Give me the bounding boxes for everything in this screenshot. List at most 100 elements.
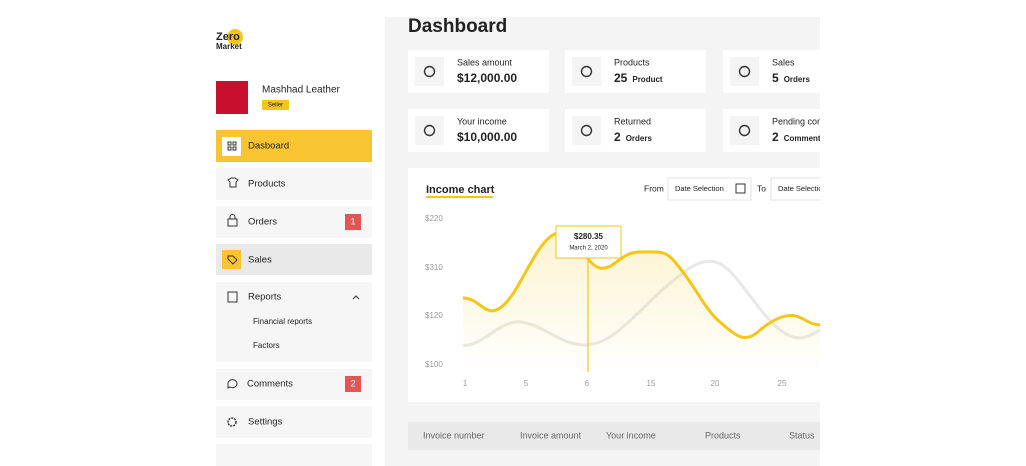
- card-value: 5: [772, 71, 779, 85]
- icon: [232, 141, 237, 146]
- card-icon: [423, 65, 436, 78]
- card-unit: Product: [632, 75, 663, 84]
- menu-label[interactable]: Reports: [248, 292, 282, 303]
- badge-count: 2: [350, 378, 355, 388]
- menu-label: Orders: [248, 217, 277, 228]
- date-input[interactable]: [667, 177, 752, 201]
- card-label: Your income: [457, 116, 507, 126]
- menu-label: Settings: [248, 417, 283, 428]
- menu-label: Dasboard: [248, 141, 289, 152]
- role-badge: [262, 100, 289, 110]
- card-icon-bg: [415, 57, 444, 86]
- icon: [232, 146, 237, 151]
- x-axis-label: 6: [585, 379, 590, 388]
- role: Seller: [268, 103, 283, 109]
- menu-item[interactable]: [216, 444, 372, 466]
- menu-item[interactable]: [216, 406, 372, 438]
- icon: [229, 214, 236, 219]
- card-value: 2: [772, 130, 779, 144]
- profile-name: Mashhad Leather: [262, 85, 341, 96]
- underline: [426, 196, 493, 198]
- date-placeholder: Date Selection: [675, 184, 724, 193]
- menu-group: [216, 282, 372, 362]
- card-icon-bg: [730, 57, 759, 86]
- icon: [227, 177, 239, 188]
- tooltip-value: $280.35: [574, 232, 603, 241]
- card-icon: [423, 124, 436, 137]
- card-icon-bg: [730, 116, 759, 145]
- card-icon: [738, 65, 751, 78]
- series-area: [463, 232, 820, 372]
- table-columns: Invoice number Invoice amount Your income P…: [423, 430, 815, 440]
- chevron[interactable]: [352, 295, 360, 300]
- column-header: Products: [705, 430, 741, 440]
- sidebar: Zero Market Mashhad Leather Seller Dasbo…: [216, 29, 372, 466]
- main: Dashboard Sales amount $12,000.00 Products…: [385, 16, 854, 466]
- y-axis-label: $310: [425, 263, 443, 272]
- card-unit: Comment: [784, 134, 821, 143]
- card-label: Sales: [772, 57, 795, 67]
- card-label: Products: [614, 57, 650, 67]
- page-title: Dashboard: [408, 16, 507, 37]
- column-header: Status: [789, 430, 815, 440]
- menu-item[interactable]: [216, 244, 372, 275]
- menu-item[interactable]: [216, 168, 372, 200]
- tooltip: [555, 225, 622, 259]
- submenu-label[interactable]: Factors: [253, 341, 280, 350]
- y-axis-label: $120: [425, 311, 443, 320]
- column-header: Invoice amount: [520, 430, 582, 440]
- badge: [345, 376, 361, 392]
- card-unit: Orders: [784, 75, 811, 84]
- x-axis-label: 20: [711, 379, 720, 388]
- card-value: $10,000.00: [457, 130, 517, 144]
- card-icon: [580, 65, 593, 78]
- menu-item[interactable]: [216, 130, 372, 162]
- card-label: Pending com: [772, 116, 825, 126]
- submenu-label[interactable]: Financial reports: [253, 317, 312, 326]
- icon: [227, 218, 238, 227]
- card-icon-bg: [572, 116, 601, 145]
- table-header: [408, 422, 820, 450]
- card-value: 2: [614, 130, 621, 144]
- y-axis-label: $220: [425, 214, 443, 223]
- date-placeholder: Date Selection: [778, 184, 827, 193]
- icon: [227, 291, 238, 303]
- card-label: Sales amount: [457, 57, 513, 67]
- series-line: [462, 231, 820, 339]
- icon: [222, 250, 241, 269]
- card-label: Returned: [614, 116, 651, 126]
- tooltip-date: March 2, 2020: [569, 246, 608, 252]
- icon: [227, 379, 238, 389]
- calendar-icon: [735, 183, 746, 194]
- icon: [227, 141, 232, 146]
- menu-label: Products: [248, 179, 286, 190]
- icon: [227, 255, 238, 265]
- logo-dot: [227, 29, 243, 45]
- date-input[interactable]: [770, 177, 854, 201]
- chart-title: Income chart: [426, 184, 495, 196]
- card-icon: [738, 124, 751, 137]
- y-axis-label: $100: [425, 360, 443, 369]
- column-header: Your income: [606, 430, 656, 440]
- badge-count: 1: [350, 216, 355, 226]
- icon: [227, 146, 232, 151]
- badge: [345, 214, 361, 230]
- card-value: $12,000.00: [457, 71, 517, 85]
- x-axis-label: 1: [463, 379, 468, 388]
- card-unit: Orders: [626, 134, 653, 143]
- menu-label: Sales: [248, 255, 272, 266]
- label: From: [644, 183, 664, 193]
- x-axis-label: 5: [524, 379, 529, 388]
- logo: Zero: [216, 31, 240, 43]
- icon: [227, 417, 237, 427]
- column-header: Invoice number: [423, 430, 485, 440]
- x-axis-label: 15: [647, 379, 656, 388]
- menu-label: Comments: [247, 379, 293, 390]
- card-icon-bg: [415, 116, 444, 145]
- logo: Market: [216, 42, 242, 51]
- card-icon: [580, 124, 593, 137]
- card-value: 25: [614, 71, 628, 85]
